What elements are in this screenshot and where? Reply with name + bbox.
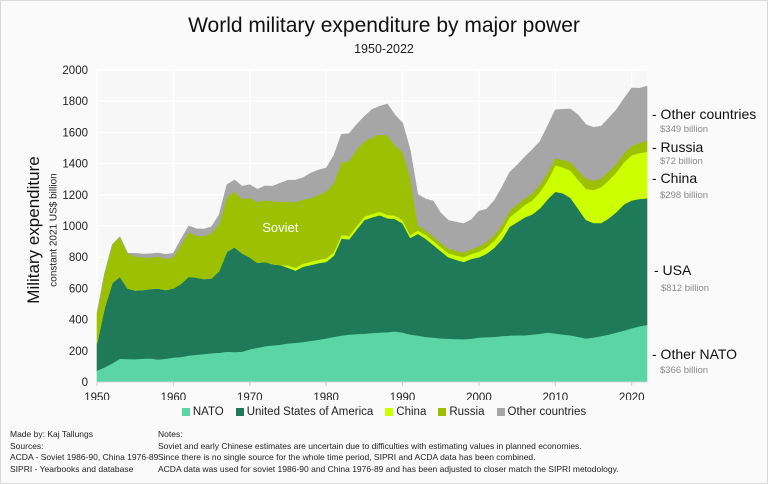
notes-heading: Notes: bbox=[158, 429, 183, 439]
made-by-text: Made by: Kaj Tallungs bbox=[10, 429, 94, 439]
end-label-china: - China bbox=[652, 170, 698, 186]
x-tick-label: 2020 bbox=[619, 392, 645, 400]
end-value-usa: $812 billion bbox=[661, 283, 710, 294]
legend-item-nato[interactable]: NATO bbox=[181, 406, 224, 418]
annotation-soviet: Soviet bbox=[262, 220, 299, 235]
legend-item-other-countries[interactable]: Other countries bbox=[496, 406, 587, 418]
end-label-usa: - USA bbox=[654, 262, 692, 278]
stacked-area-chart: 0 200 400 600 800 1000 1200 1400 1600 1800 2000 19… bbox=[62, 65, 648, 400]
area-other-countries bbox=[96, 85, 648, 314]
annotations: Soviet bbox=[262, 220, 299, 235]
y-tick-label: 1200 bbox=[62, 190, 88, 202]
end-value-russia: $72 billion bbox=[660, 156, 703, 167]
y-tick-label: 1000 bbox=[62, 221, 88, 233]
end-value-china: $298 billion bbox=[660, 190, 709, 201]
end-label-other-countries: - Other countries bbox=[652, 106, 757, 122]
legend-label: Other countries bbox=[507, 406, 587, 418]
y-tick-label: 1600 bbox=[62, 127, 88, 139]
x-axis-ticks: 1950 1960 1970 1980 1990 2000 2010 2020 bbox=[84, 382, 645, 400]
x-tick-label: 1960 bbox=[161, 392, 187, 400]
x-tick-label: 2000 bbox=[466, 392, 492, 400]
chart-subtitle: 1950-2022 bbox=[354, 42, 414, 56]
legend-swatch bbox=[181, 408, 190, 416]
x-tick-label: 2010 bbox=[543, 392, 569, 400]
note-line: ACDA data was used for soviet 1986-90 an… bbox=[158, 463, 619, 474]
footer-notes: Notes: Soviet and early Chinese estimate… bbox=[158, 429, 619, 475]
note-line: Since there is no single source for the … bbox=[158, 452, 536, 462]
legend-swatch bbox=[385, 408, 394, 416]
area-series bbox=[96, 85, 648, 383]
chart-legend: NATO United States of America China Russ… bbox=[0, 406, 768, 418]
source-line: ACDA - Soviet 1986-90, China 1976-89 bbox=[10, 452, 159, 462]
y-tick-label: 1400 bbox=[62, 159, 88, 171]
y-tick-label: 0 bbox=[82, 377, 88, 389]
legend-swatch bbox=[235, 408, 244, 416]
x-tick-label: 1970 bbox=[237, 392, 263, 400]
y-tick-label: 1800 bbox=[62, 96, 88, 108]
note-line: Soviet and early Chinese estimates are u… bbox=[158, 440, 582, 451]
end-label-other-nato: - Other NATO bbox=[652, 346, 738, 362]
sources-heading: Sources: bbox=[10, 440, 44, 451]
footer-credits: Made by: Kaj Tallungs Sources: ACDA - So… bbox=[10, 429, 158, 475]
legend-item-usa[interactable]: United States of America bbox=[235, 406, 374, 418]
legend-swatch bbox=[496, 408, 505, 416]
end-value-other-nato: $366 billion bbox=[660, 365, 709, 376]
legend-label: China bbox=[396, 406, 427, 418]
x-tick-label: 1980 bbox=[313, 392, 339, 400]
legend-swatch bbox=[438, 408, 447, 416]
legend-label: Russia bbox=[449, 406, 485, 418]
legend-item-russia[interactable]: Russia bbox=[438, 406, 485, 418]
x-tick-label: 1990 bbox=[390, 392, 416, 400]
end-label-russia: - Russia bbox=[652, 139, 704, 155]
x-tick-label: 1950 bbox=[84, 392, 110, 400]
legend-label: NATO bbox=[192, 406, 224, 418]
y-axis-ticks: 0 200 400 600 800 1000 1200 1400 1600 1800 2000 bbox=[62, 65, 88, 389]
legend-label: United States of America bbox=[246, 406, 374, 418]
y-tick-label: 800 bbox=[69, 252, 88, 264]
legend-item-china[interactable]: China bbox=[385, 406, 426, 418]
source-line: SIPRI - Yearbooks and database bbox=[10, 463, 134, 474]
end-value-other-countries: $349 billion bbox=[660, 124, 709, 135]
y-tick-label: 200 bbox=[69, 346, 88, 358]
y-tick-label: 600 bbox=[69, 283, 88, 295]
chart-title: World military expenditure by major powe… bbox=[188, 14, 580, 37]
y-tick-label: 2000 bbox=[62, 65, 88, 77]
y-tick-label: 400 bbox=[69, 315, 88, 327]
